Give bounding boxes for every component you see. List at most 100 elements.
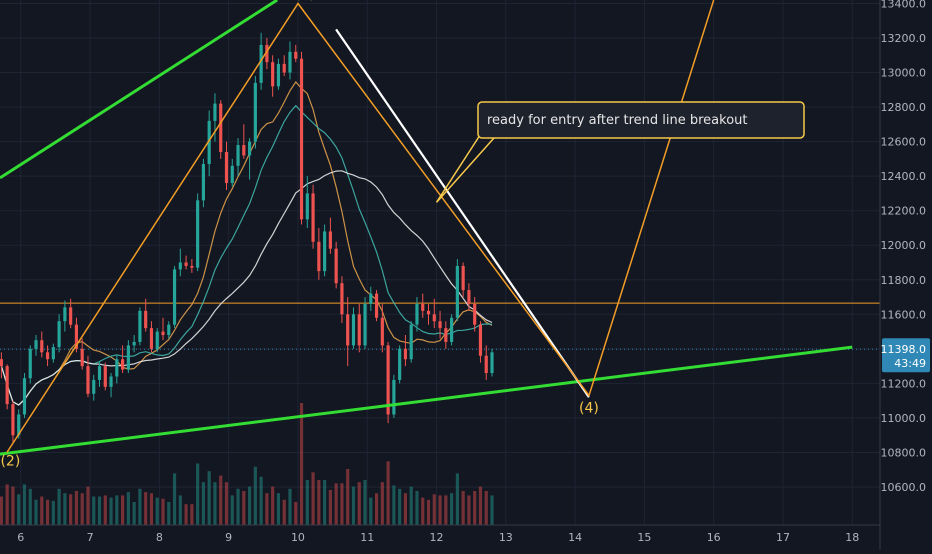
candle-body[interactable] bbox=[467, 290, 471, 304]
candle-body[interactable] bbox=[340, 283, 344, 315]
candle-body[interactable] bbox=[380, 317, 384, 346]
candle-body[interactable] bbox=[167, 324, 171, 336]
candle-body[interactable] bbox=[80, 348, 84, 367]
candle-body[interactable] bbox=[51, 347, 55, 360]
candle-body[interactable] bbox=[236, 145, 240, 166]
candle-body[interactable] bbox=[409, 324, 413, 360]
wave-projection-path[interactable] bbox=[6, 0, 715, 453]
candle-body[interactable] bbox=[57, 321, 61, 348]
candle-body[interactable] bbox=[22, 378, 27, 415]
candle-body[interactable] bbox=[115, 359, 119, 377]
candle-body[interactable] bbox=[294, 51, 298, 59]
candle-body[interactable] bbox=[276, 63, 281, 87]
candle-body[interactable] bbox=[161, 331, 165, 336]
candle-body[interactable] bbox=[201, 164, 205, 201]
candle-body[interactable] bbox=[149, 328, 154, 349]
candle-body[interactable] bbox=[426, 310, 431, 315]
candle-body[interactable] bbox=[282, 63, 286, 73]
candle-body[interactable] bbox=[328, 231, 332, 249]
candle-body[interactable] bbox=[484, 355, 488, 374]
candle-body[interactable] bbox=[398, 348, 402, 380]
candle-body[interactable] bbox=[230, 165, 234, 184]
candle-body[interactable] bbox=[438, 321, 442, 329]
candle-body[interactable] bbox=[357, 314, 361, 346]
volume-bar bbox=[369, 497, 373, 525]
callout-box[interactable] bbox=[477, 101, 805, 139]
candle-body[interactable] bbox=[219, 103, 223, 152]
candle-body[interactable] bbox=[109, 376, 113, 387]
candle-body[interactable] bbox=[432, 314, 436, 322]
callout-annotation[interactable]: ready for entry after trend line breakou… bbox=[435, 101, 805, 203]
candle-body[interactable] bbox=[40, 340, 44, 353]
candle-body[interactable] bbox=[392, 379, 396, 415]
candle-body[interactable] bbox=[299, 58, 304, 220]
candle-body[interactable] bbox=[265, 44, 269, 63]
candle-body[interactable] bbox=[305, 193, 309, 220]
candle-body[interactable] bbox=[213, 103, 217, 121]
y-tick-label: 12200.0 bbox=[881, 205, 927, 218]
candle-body[interactable] bbox=[92, 379, 96, 394]
lower-green-trend-line[interactable] bbox=[0, 345, 853, 456]
candle-body[interactable] bbox=[126, 345, 130, 370]
candle-body[interactable] bbox=[0, 359, 3, 367]
candle-body[interactable] bbox=[224, 151, 229, 184]
white-trend-trend-line[interactable] bbox=[335, 28, 590, 398]
candle-body[interactable] bbox=[155, 331, 159, 349]
candle-body[interactable] bbox=[317, 241, 321, 272]
trend-lines[interactable] bbox=[0, 0, 853, 456]
candle-body[interactable] bbox=[369, 293, 373, 304]
candle-body[interactable] bbox=[323, 231, 327, 272]
candle-body[interactable] bbox=[132, 341, 136, 346]
candle-body[interactable] bbox=[196, 200, 200, 268]
candle-body[interactable] bbox=[444, 328, 448, 342]
candle-body[interactable] bbox=[138, 310, 142, 342]
candle-body[interactable] bbox=[247, 141, 252, 156]
candle-body[interactable] bbox=[11, 404, 15, 436]
candle-body[interactable] bbox=[334, 248, 338, 284]
candle-body[interactable] bbox=[374, 293, 379, 318]
candle-body[interactable] bbox=[363, 303, 367, 346]
candle-body[interactable] bbox=[5, 366, 9, 405]
candles[interactable] bbox=[0, 32, 494, 443]
candle-body[interactable] bbox=[259, 44, 263, 83]
candle-body[interactable] bbox=[403, 348, 408, 360]
candle-body[interactable] bbox=[121, 359, 125, 370]
candle-body[interactable] bbox=[63, 307, 67, 322]
candle-body[interactable] bbox=[490, 352, 494, 374]
candle-body[interactable] bbox=[311, 193, 315, 242]
candle-body[interactable] bbox=[473, 303, 477, 325]
candle-body[interactable] bbox=[86, 366, 90, 394]
candle-body[interactable] bbox=[184, 262, 188, 266]
candle-body[interactable] bbox=[207, 120, 211, 165]
candle-body[interactable] bbox=[103, 366, 107, 387]
upper-green-trend-line[interactable] bbox=[0, 0, 278, 180]
price-tag[interactable] bbox=[882, 338, 930, 373]
candle-body[interactable] bbox=[28, 348, 32, 379]
candle-body[interactable] bbox=[351, 314, 356, 346]
candle-body[interactable] bbox=[415, 303, 419, 325]
candle-body[interactable] bbox=[144, 310, 148, 329]
candle-body[interactable] bbox=[421, 303, 425, 311]
candle-body[interactable] bbox=[34, 340, 38, 349]
candle-body[interactable] bbox=[74, 324, 79, 349]
candle-body[interactable] bbox=[69, 307, 73, 325]
candle-body[interactable] bbox=[172, 269, 177, 325]
candle-body[interactable] bbox=[45, 352, 50, 360]
candle-body[interactable] bbox=[17, 414, 21, 436]
candle-body[interactable] bbox=[455, 265, 459, 318]
candle-body[interactable] bbox=[386, 345, 390, 415]
candle-body[interactable] bbox=[450, 317, 454, 342]
candle-body[interactable] bbox=[346, 314, 350, 346]
candle-body[interactable] bbox=[461, 265, 465, 291]
candle-body[interactable] bbox=[253, 82, 257, 142]
candle-body[interactable] bbox=[271, 62, 275, 87]
candle-body[interactable] bbox=[288, 51, 292, 73]
candle-body[interactable] bbox=[97, 366, 102, 380]
candle-body[interactable] bbox=[478, 324, 483, 356]
wave-projection[interactable]: (2) (3) (4) bbox=[0, 0, 715, 469]
candle-body[interactable] bbox=[242, 145, 246, 156]
candle-body[interactable] bbox=[178, 262, 182, 270]
candle-body[interactable] bbox=[190, 265, 194, 268]
